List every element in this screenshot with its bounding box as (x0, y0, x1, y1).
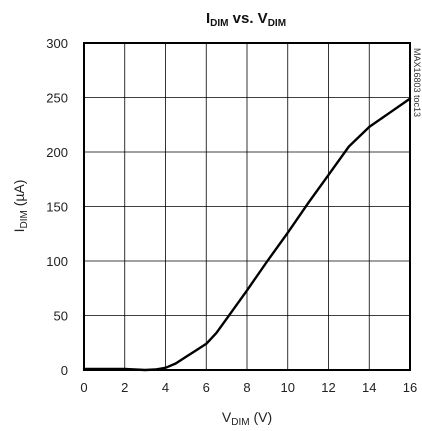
title-i-sub: DIM (210, 18, 228, 29)
x-tick-label: 4 (162, 380, 169, 395)
y-tick-label: 300 (46, 36, 68, 51)
y-tick-label: 250 (46, 91, 68, 106)
x-tick-label: 12 (321, 380, 335, 395)
y-tick-label: 200 (46, 145, 68, 160)
x-axis-label: VDIM (V) (222, 409, 272, 428)
y-tick-label: 100 (46, 254, 68, 269)
x-tick-labels: 0 2 4 6 8 10 12 14 16 (80, 380, 417, 395)
x-tick-label: 10 (281, 380, 295, 395)
title-vs: vs. (228, 10, 257, 27)
ylabel-unit: (µA) (11, 180, 27, 211)
y-tick-label: 150 (46, 200, 68, 215)
chart-title: IDIM vs. VDIM (206, 10, 286, 29)
grid (83, 42, 411, 371)
ylabel-main: I (11, 229, 27, 233)
xlabel-unit: (V) (250, 409, 273, 425)
series-lines (82, 97, 412, 372)
title-i: I (206, 10, 210, 27)
xlabel-main: V (222, 409, 232, 425)
ylabel-sub: DIM (19, 210, 30, 228)
title-v-sub: DIM (268, 18, 286, 29)
y-tick-label: 0 (61, 363, 68, 378)
x-tick-label: 16 (403, 380, 417, 395)
x-tick-label: 14 (362, 380, 376, 395)
y-tick-labels: 0 50 100 150 200 250 300 (46, 36, 68, 378)
figure-id-label: MAX16803 toc13 (412, 48, 422, 117)
x-tick-label: 8 (243, 380, 250, 395)
xlabel-sub: DIM (231, 417, 249, 428)
x-tick-label: 6 (203, 380, 210, 395)
title-v: V (258, 10, 268, 27)
series-line (82, 97, 412, 372)
plot-frame (83, 42, 411, 371)
y-tick-label: 50 (54, 309, 68, 324)
y-axis-label: IDIM (µA) (11, 180, 30, 233)
x-tick-label: 0 (80, 380, 87, 395)
x-tick-label: 2 (121, 380, 128, 395)
